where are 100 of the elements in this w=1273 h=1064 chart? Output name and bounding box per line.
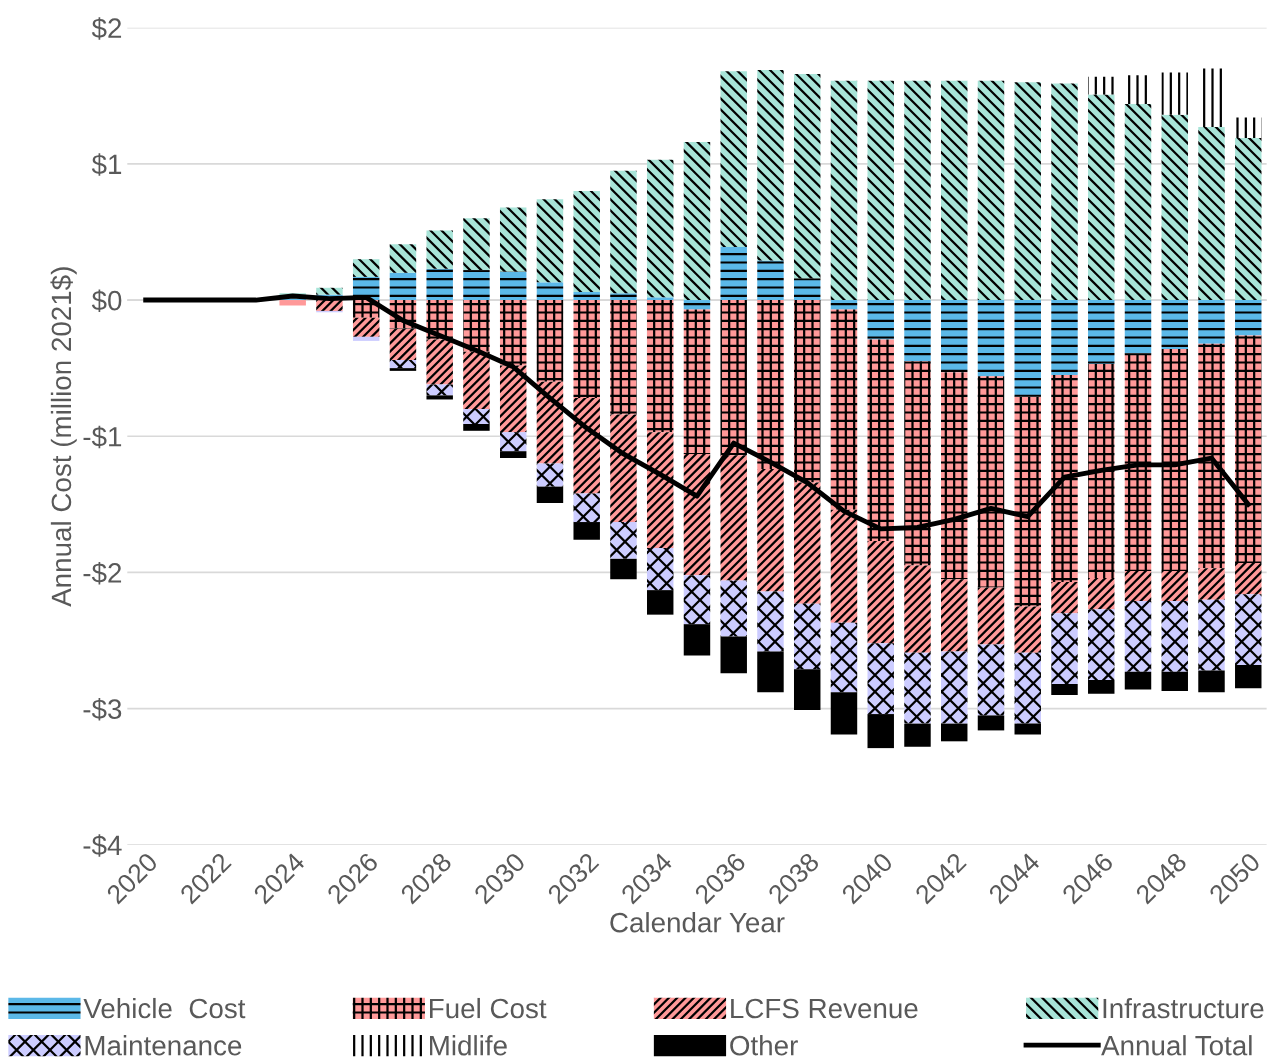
bar — [941, 723, 968, 742]
bar — [646, 590, 674, 615]
bar — [1235, 665, 1262, 689]
bar — [977, 715, 1005, 731]
bar — [1161, 571, 1188, 602]
bar — [757, 651, 784, 693]
bar — [1051, 581, 1078, 614]
bar — [1161, 72, 1188, 115]
bar — [867, 643, 894, 715]
bar — [573, 522, 600, 540]
bar — [1235, 562, 1262, 595]
bar — [426, 268, 453, 301]
bar — [389, 244, 417, 273]
bar — [720, 580, 747, 637]
bar — [463, 409, 490, 424]
bar — [1124, 300, 1152, 354]
bar — [646, 547, 674, 591]
y-tick-label: $1 — [91, 153, 122, 176]
bar — [904, 300, 931, 362]
bar — [830, 692, 858, 735]
bar — [646, 300, 674, 433]
y-tick-label: -$3 — [83, 698, 122, 721]
bar — [867, 541, 894, 644]
bar — [1235, 300, 1262, 336]
bar — [463, 423, 490, 431]
bar — [720, 246, 747, 301]
bar — [904, 652, 931, 724]
bar — [1088, 300, 1115, 365]
bar — [904, 565, 931, 653]
bar — [1088, 76, 1115, 95]
legend-label: Annual Total — [1101, 1035, 1252, 1056]
bar — [573, 291, 600, 301]
legend-label: Fuel Cost — [430, 997, 547, 1019]
bar — [904, 80, 931, 301]
bar — [904, 723, 931, 747]
bar — [977, 644, 1005, 716]
bar — [720, 300, 747, 456]
bar — [463, 270, 490, 301]
bar — [941, 300, 968, 373]
bar — [1198, 599, 1225, 671]
bar — [499, 271, 527, 301]
bar — [1051, 684, 1078, 695]
bar — [1124, 103, 1152, 301]
y-tick-label: $0 — [91, 289, 122, 313]
bar — [1161, 349, 1188, 572]
bar — [793, 278, 821, 301]
bar — [1198, 127, 1225, 301]
bar — [352, 259, 380, 277]
bar — [389, 272, 417, 301]
bar — [977, 80, 1005, 301]
bar — [1014, 723, 1041, 735]
bar — [867, 300, 894, 340]
bar — [1235, 335, 1262, 563]
bar — [1051, 83, 1078, 301]
bar — [683, 453, 711, 576]
bar — [352, 336, 380, 341]
legend-label: Infrastructure — [1103, 997, 1264, 1019]
bar — [1161, 601, 1188, 672]
bar — [536, 199, 564, 283]
bar — [941, 372, 968, 580]
bar — [536, 282, 564, 301]
bar — [683, 624, 711, 656]
bar — [977, 300, 1005, 377]
bar — [757, 300, 784, 469]
bar — [941, 651, 968, 724]
bar — [426, 230, 453, 269]
bar — [977, 376, 1005, 588]
bar — [499, 451, 527, 459]
bar — [573, 398, 600, 494]
bar — [757, 468, 784, 592]
bar — [463, 218, 490, 271]
bar — [646, 297, 674, 301]
bar — [1088, 577, 1115, 610]
bar — [720, 636, 747, 674]
legend-label: Other — [730, 1035, 798, 1056]
bar — [426, 395, 453, 400]
bar — [1124, 353, 1152, 572]
bar — [610, 522, 637, 559]
legend-label: LCFS Revenue — [731, 998, 918, 1019]
bar — [1124, 601, 1152, 672]
bar — [830, 300, 858, 310]
bar — [499, 365, 527, 433]
bar — [1088, 680, 1115, 694]
bar — [1051, 374, 1078, 582]
bar — [610, 300, 637, 415]
bar — [1088, 94, 1115, 301]
bar — [389, 359, 417, 369]
bar — [1014, 82, 1041, 301]
bar — [426, 384, 453, 396]
bar — [1161, 300, 1188, 350]
bar — [499, 207, 527, 272]
bar — [1124, 671, 1152, 690]
bar — [720, 455, 747, 581]
bar — [426, 339, 453, 385]
bar — [389, 328, 417, 360]
bar — [757, 69, 784, 261]
bar — [573, 300, 600, 399]
bar — [941, 579, 968, 652]
bar — [1088, 609, 1115, 681]
bar — [830, 309, 858, 510]
